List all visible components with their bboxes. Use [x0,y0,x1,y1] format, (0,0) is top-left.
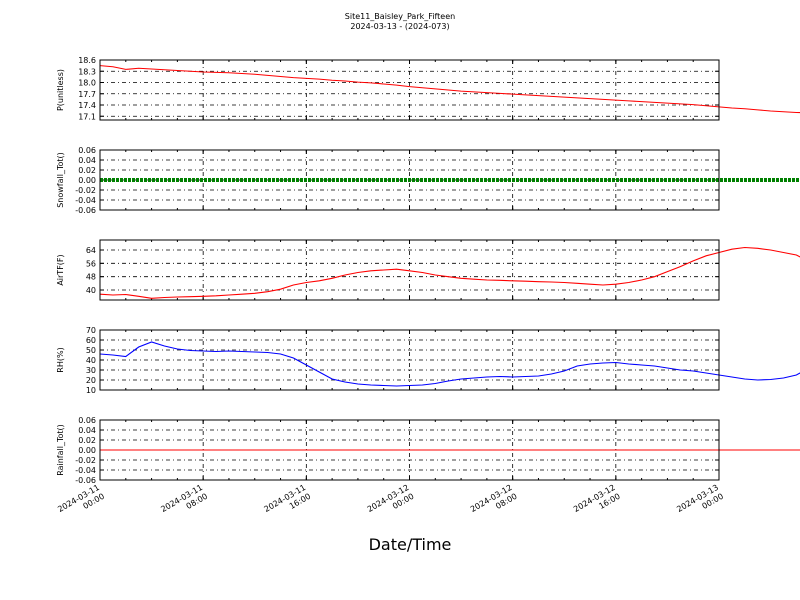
chart-subtitle: 2024-03-13 - (2024-073) [350,22,449,31]
y-axis-label: Rainfall_Tot() [56,424,65,476]
y-tick-label: -0.04 [75,196,96,205]
subplot-panels: 18.618.318.017.717.417.1P(unitless)0.060… [56,56,800,485]
x-tick-label: 2024-03-1116:00 [263,483,313,523]
y-tick-label: -0.04 [75,466,96,475]
panel-frame [99,149,720,211]
panel-5: 0.060.040.020.00-0.02-0.04-0.06 Rainfall_… [56,416,800,485]
panel-frame [99,419,720,481]
panel-frame [99,59,720,121]
x-axis-label: Date/Time [369,535,452,554]
y-axis-label: P(unitless) [56,69,65,111]
shared-x-axis: 2024-03-1100:00 2024-03-1108:00 2024-03-11… [56,483,725,523]
y-tick-label: 40 [86,356,96,365]
y-tick-label: -0.02 [75,456,96,465]
x-tick-label: 2024-03-1108:00 [159,483,209,523]
y-tick-label: 17.1 [78,112,96,121]
y-tick-label: 30 [86,366,96,375]
y-tick-label: 18.3 [78,67,96,76]
y-tick-label: 17.4 [78,101,96,110]
y-tick-label: -0.06 [75,206,96,215]
y-tick-label: 18.0 [78,79,96,88]
x-tick-label: 2024-03-1300:00 [675,483,725,523]
y-tick-label: 0.06 [78,416,96,425]
y-tick-label: 56 [86,259,96,268]
y-axis-label: Snowfall_Tot() [56,152,65,208]
y-tick-label: 0.06 [78,146,96,155]
y-tick-label: 40 [86,286,96,295]
y-tick-label: 0.02 [78,436,96,445]
y-tick-label: 60 [86,336,96,345]
y-tick-label: 70 [86,326,96,335]
series-line-4-1 [99,341,800,387]
x-tick-label: 2024-03-1100:00 [56,483,106,523]
panel-frame [99,239,720,301]
y-tick-label: 17.7 [78,90,96,99]
panel-1: 18.6 18.3 18.0 17.7 17.4 17.1 P(unitless) [56,56,800,121]
y-tick-label: 0.02 [78,166,96,175]
y-tick-label: -0.02 [75,186,96,195]
y-tick-label: 0.04 [78,426,96,435]
x-tick-label: 2024-03-1216:00 [572,483,622,523]
y-tick-label: 10 [86,386,96,395]
panel-3: 64 56 48 40 AirTF(F) [56,239,800,301]
y-tick-label: -0.06 [75,476,96,485]
y-tick-label: 18.6 [78,56,96,65]
y-tick-label: 0.00 [78,446,96,455]
x-tick-label: 2024-03-1208:00 [469,483,519,523]
y-tick-label: 64 [86,246,96,255]
y-tick-label: 50 [86,346,96,355]
y-tick-label: 20 [86,376,96,385]
panel-2: 0.060.040.020.00-0.02-0.04-0.06 Snowfall_… [56,146,800,215]
y-tick-label: 0.00 [78,176,96,185]
y-axis-label: AirTF(F) [56,254,65,285]
y-axis-label: RH(%) [56,347,65,372]
y-tick-label: 0.04 [78,156,96,165]
x-tick-label: 2024-03-1200:00 [366,483,416,523]
series-line-1-1 [99,65,800,114]
series-line-3-1 [99,246,800,299]
panel-frame [99,329,720,391]
y-tick-label: 48 [86,273,96,282]
chart-title: Site11_Baisley_Park_Fifteen [345,12,455,21]
